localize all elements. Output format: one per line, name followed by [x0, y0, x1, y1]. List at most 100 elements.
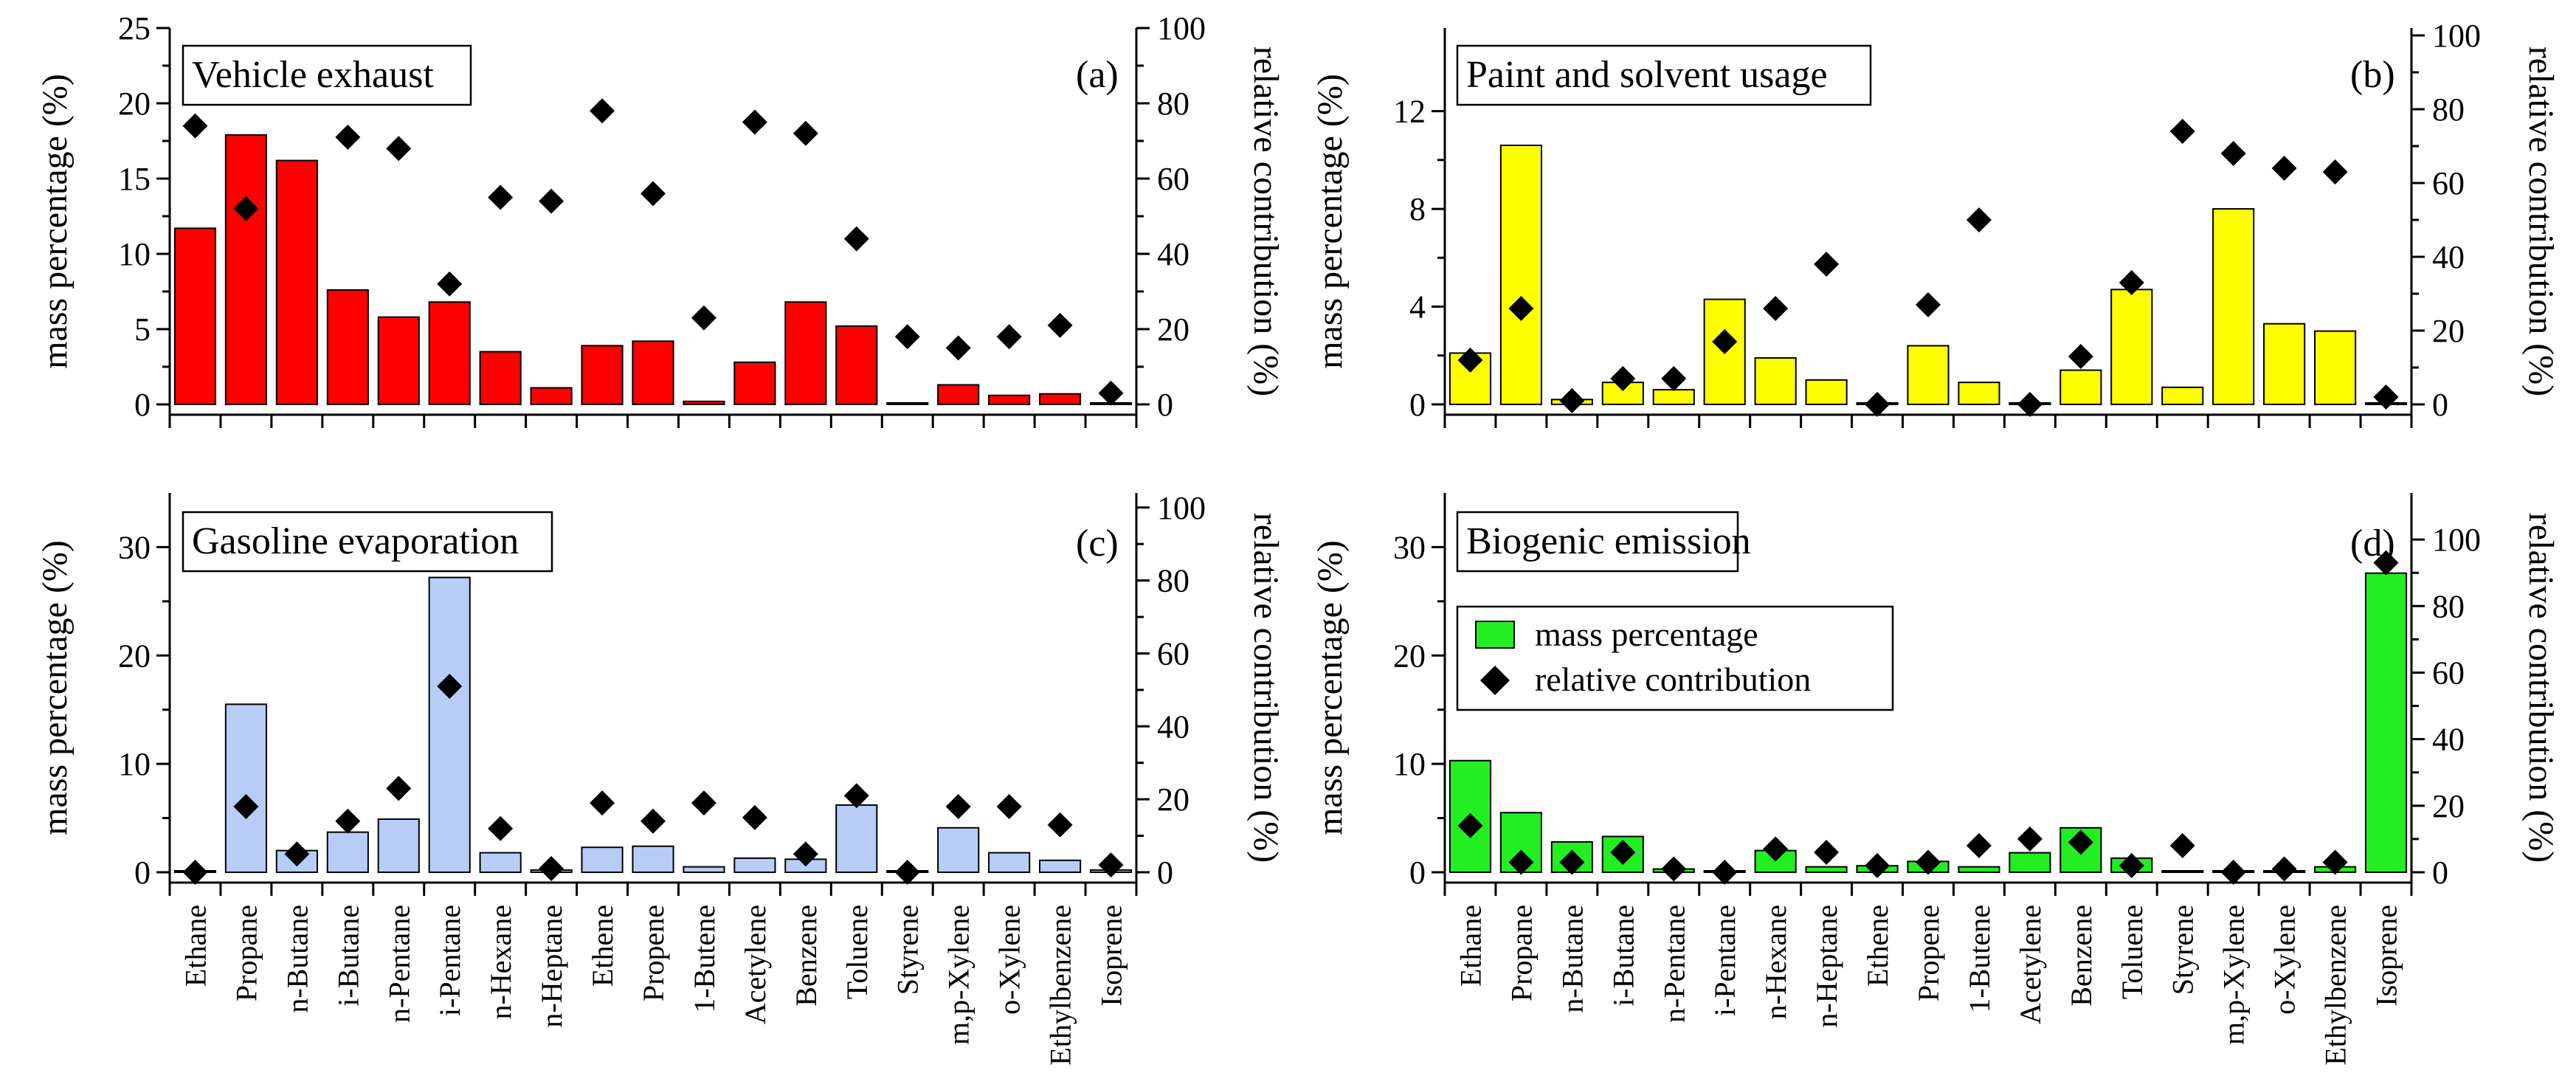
diamond-marker [1559, 849, 1585, 875]
y-tick-label: 30 [118, 529, 151, 565]
x-tick-label: Acetylene [739, 905, 772, 1024]
bar [2110, 289, 2153, 405]
bar [2059, 369, 2102, 405]
y-tick-label: 10 [1393, 746, 1426, 782]
diamond-marker [590, 790, 615, 816]
y2-tick-label: 60 [1157, 161, 1189, 197]
y2-tick-label: 20 [2432, 788, 2465, 824]
y2-tick-label: 80 [2432, 92, 2465, 128]
x-tick-label: n-Hexane [484, 905, 517, 1019]
bar [428, 576, 471, 873]
diamond-marker [335, 808, 361, 834]
bar [1039, 393, 1082, 405]
diamond-marker [2322, 159, 2348, 184]
x-tick-label: Ethene [1861, 905, 1894, 987]
x-tick-label: o-Xylene [993, 905, 1026, 1015]
y-tick-label: 8 [1409, 191, 1426, 227]
y-tick-label: 25 [118, 10, 151, 46]
diamond-marker [1966, 832, 1992, 858]
diamond-marker [1098, 380, 1124, 406]
y-axis-title: mass percentage (%) [35, 74, 75, 369]
y2-tick-label: 40 [1157, 236, 1189, 272]
diamond-marker [2169, 119, 2195, 144]
bar [224, 134, 267, 405]
bar [632, 340, 674, 406]
panel-label: (b) [2350, 54, 2395, 96]
panel-title-box [1456, 44, 1872, 106]
bar [784, 301, 827, 405]
panel-title-box [182, 511, 553, 573]
diamond-marker [1916, 849, 1941, 875]
y2-tick-label: 40 [2432, 239, 2465, 275]
bar [2314, 330, 2357, 405]
bar [988, 852, 1031, 873]
bar [1039, 859, 1082, 873]
panel-title: Paint and solvent usage [1466, 54, 1828, 96]
x-tick-label: i-Butane [331, 905, 365, 1007]
y-tick-label: 12 [1393, 94, 1426, 130]
y2-tick-label: 40 [2432, 722, 2465, 758]
y2-tick-label: 40 [1157, 708, 1189, 745]
diamond-marker [1814, 839, 1840, 865]
legend-diamond-swatch [1480, 666, 1510, 695]
panel-a: 0 5 10 15 20 25 0 20 40 60 80 100 mass percentage (%… [35, 10, 1285, 428]
diamond-marker [386, 136, 412, 162]
diamond-marker [1661, 856, 1687, 882]
diamond-marker [182, 860, 208, 885]
y2-tick-label: 80 [2432, 588, 2465, 624]
bar [835, 804, 878, 874]
bar [1958, 382, 2000, 406]
diamond-marker [2271, 856, 2297, 882]
x-tick-label: i-Pentane [1708, 905, 1741, 1016]
x-tick-label: Ethylbenzene [1044, 905, 1077, 1066]
diamond-marker [2220, 860, 2246, 885]
diamond-marker [233, 794, 259, 820]
x-tick-label: n-Heptane [1810, 905, 1843, 1028]
y2-tick-label: 60 [2432, 655, 2465, 691]
diamond-marker [843, 783, 869, 809]
diamond-marker [843, 226, 869, 252]
bar [326, 831, 369, 873]
x-tick-label: Ethane [1454, 905, 1487, 987]
x-tick-label: 1-Butene [1963, 905, 1996, 1013]
x-tick-label: Benzene [2065, 905, 2098, 1007]
panel-label: (a) [1076, 54, 1119, 96]
diamond-marker [691, 790, 716, 816]
bar [683, 400, 725, 405]
bar [1958, 866, 2000, 873]
diamond-marker [2373, 384, 2399, 410]
diamond-marker [2119, 852, 2144, 878]
diamond-marker [386, 776, 412, 801]
panel-c: 0 10 20 30 0 20 40 60 80 100 mass percentage (%) re… [35, 490, 1285, 1066]
diamond-marker [1916, 292, 1941, 317]
diamond-marker [996, 794, 1022, 820]
diamond-marker [894, 860, 920, 885]
y-axis-title: mass percentage (%) [1311, 74, 1350, 369]
bar [1907, 345, 1950, 405]
x-tick-label: n-Butane [1555, 905, 1589, 1013]
x-tick-label: n-Pentane [382, 905, 415, 1023]
diamond-marker [539, 856, 564, 882]
panel-title: Vehicle exhaust [192, 54, 434, 96]
bar [1805, 866, 1848, 873]
diamond-marker [335, 124, 361, 150]
diamond-marker [590, 98, 615, 124]
diamond-marker [1559, 388, 1585, 413]
x-tick-label: Styrene [2166, 905, 2200, 995]
diamond-marker [233, 196, 259, 221]
y2-tick-label: 100 [2432, 522, 2481, 558]
x-tick-label: m,p-Xylene [942, 905, 976, 1045]
diamond-marker [1610, 366, 1636, 391]
y2-tick-label: 20 [1157, 781, 1189, 818]
bar [683, 866, 725, 873]
diamond-marker [640, 808, 666, 834]
diamond-marker [2119, 270, 2144, 295]
x-tick-label: Isoprene [1095, 905, 1128, 1007]
diamond-marker [640, 181, 666, 207]
legend-marker-label: relative contribution [1535, 660, 1811, 698]
bar [835, 325, 878, 406]
diamond-marker [1098, 852, 1124, 878]
x-tick-label: o-Xylene [2268, 905, 2302, 1015]
diamond-marker [284, 841, 310, 867]
diamond-marker [1508, 849, 1534, 875]
